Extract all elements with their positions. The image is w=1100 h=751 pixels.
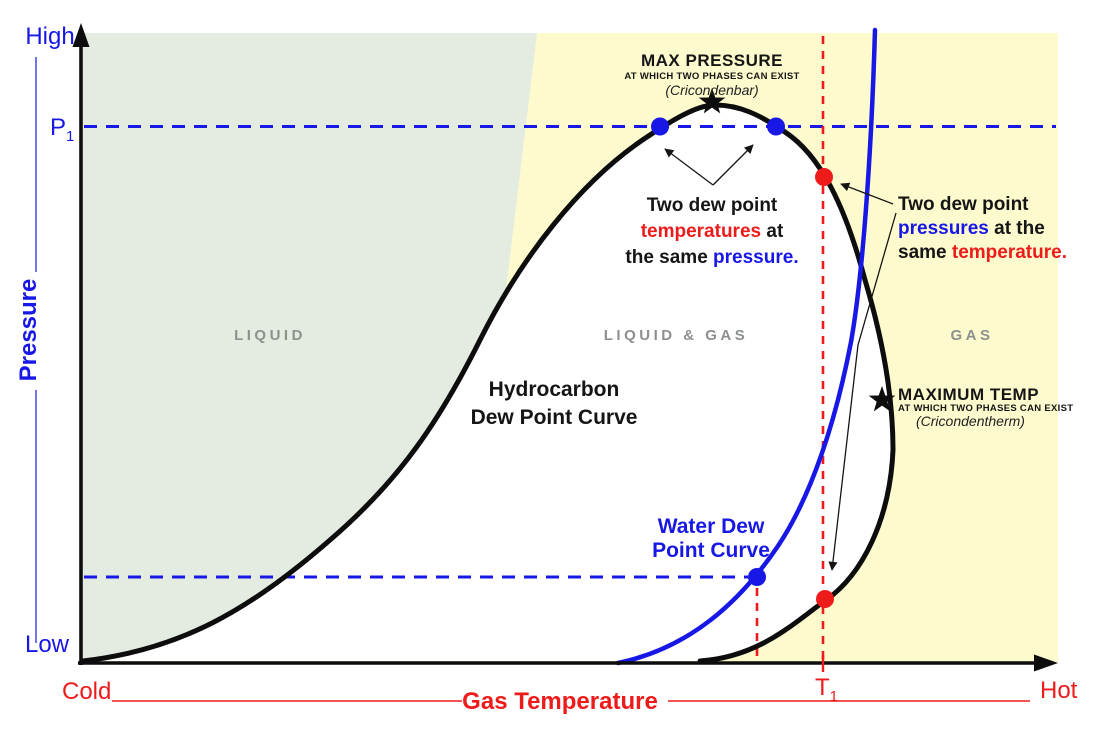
liquid-gas-region-fill [83,105,893,661]
max-pressure-subtitle: AT WHICH TWO PHASES CAN EXIST [624,71,799,82]
dew-temperature-dot-right [767,117,785,136]
p1-tick-label: P1 [50,114,74,145]
cricondentherm-star-icon [868,386,896,412]
hydrocarbon-dew-point-curve [80,102,896,664]
water-curve-label-line1: Water Dew [658,515,765,538]
x-axis-title: Gas Temperature [462,688,658,715]
liquid-region-fill [83,33,537,661]
water-dew-point-dot [748,568,766,586]
gas-region-label: GAS [950,327,993,344]
point-markers [651,88,896,608]
max-pressure-title: MAX PRESSURE [641,51,783,70]
x-axis-hot-label: Hot [1040,677,1078,704]
dew-pressures-text-line2: pressures at the [898,218,1045,239]
dew-pressures-text-line1: Two dew point [898,194,1029,215]
cricondenbar-note: (Cricondenbar) [665,82,758,98]
liquid-region-label: LIQUID [234,327,306,344]
liquid-gas-region-label: LIQUID & GAS [604,327,749,344]
t1-tick-label: T1 [815,674,838,705]
dew-pressure-dot-upper [815,168,833,186]
dew-pressures-text-line3: same temperature. [898,242,1067,263]
dew-temperature-dot-left [651,117,669,136]
annotation-arrows [664,144,897,571]
x-axis-cold-label: Cold [62,678,111,705]
arrow-to-lower-red-dot [828,212,897,571]
cricondenbar-star-icon [698,88,726,114]
reference-lines [84,36,1056,659]
cricondentherm-note: (Cricondentherm) [916,413,1025,429]
maximum-temp-subtitle: AT WHICH TWO PHASES CAN EXIST [898,403,1073,414]
dew-temps-text-line3: the same pressure. [625,247,798,268]
dew-temps-text-line1: Two dew point [647,195,778,216]
y-axis-title: Pressure [15,279,42,382]
y-axis-low-label: Low [25,631,70,658]
phase-regions [83,33,1058,662]
dew-pressure-dot-lower [816,590,834,608]
y-axis-arrowhead-icon [72,23,90,47]
hydrocarbon-curve-label-line2: Dew Point Curve [471,406,638,429]
dew-temps-text-line2: temperatures at [641,221,784,242]
water-curve-label-line2: Point Curve [652,539,770,562]
curves [80,27,896,666]
axes [35,23,1058,702]
y-axis-high-label: High [25,23,74,50]
water-dew-point-curve [615,27,878,666]
arrow-to-right-blue-dot [712,144,754,186]
labels: High P1 Pressure Low Cold Gas Temperatur… [15,23,1078,715]
x-axis-arrowhead-icon [1034,654,1058,672]
arrow-to-upper-red-dot [840,182,894,205]
maximum-temp-title: MAXIMUM TEMP [898,385,1039,404]
arrow-to-left-blue-dot [664,148,714,186]
hydrocarbon-curve-label-line1: Hydrocarbon [489,378,620,401]
